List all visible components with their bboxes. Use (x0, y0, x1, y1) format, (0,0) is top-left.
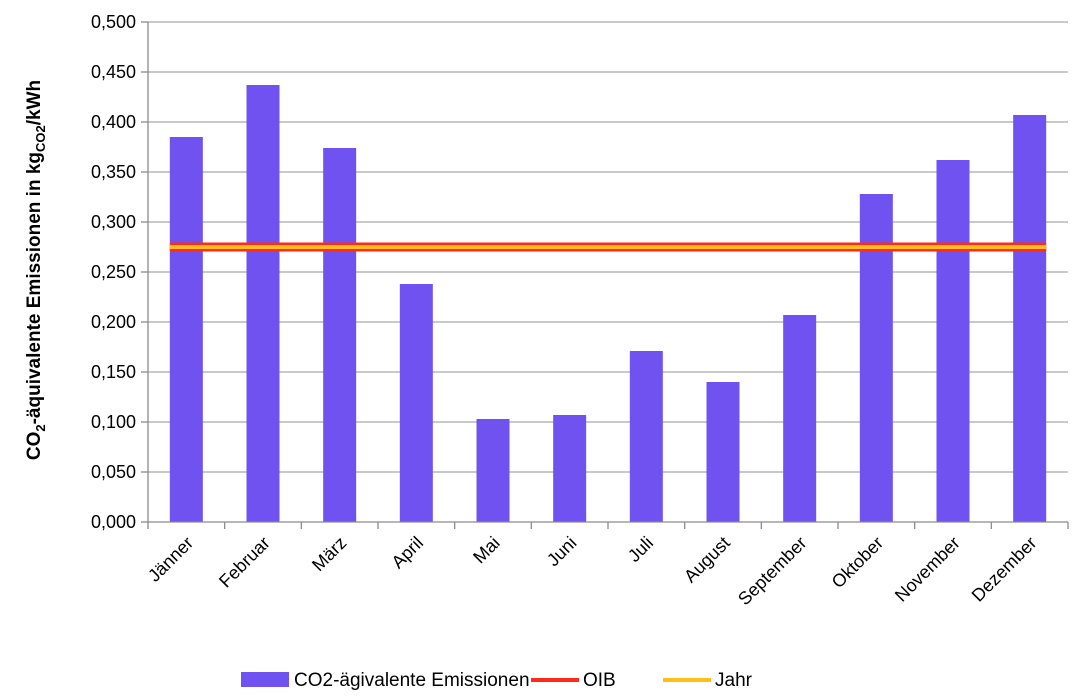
legend-label: OIB (583, 670, 616, 691)
x-tick-labels: Jänner Februar März April Mai Juni Juli August S… (144, 533, 1040, 609)
x-tick-label: November (891, 533, 964, 606)
legend-swatch-bar (241, 672, 289, 687)
y-tick-label: 0,400 (91, 112, 136, 132)
bar-juni (553, 415, 587, 522)
y-tick-label: 0,050 (91, 462, 136, 482)
bars (169, 85, 1047, 522)
x-tick-label: September (734, 533, 810, 609)
bar-august (706, 382, 740, 522)
y-tick-labels: 0,000 0,050 0,100 0,150 0,200 0,250 0,300 0,350… (91, 12, 136, 532)
x-tick-label: März (308, 533, 350, 575)
bar-jänner (169, 137, 203, 522)
x-tick-label: Mai (469, 533, 504, 568)
x-tick-label: Oktober (828, 533, 887, 592)
x-tick-label: Jänner (144, 533, 197, 586)
x-tick-label: Dezember (968, 533, 1041, 606)
y-tick-label: 0,300 (91, 212, 136, 232)
bar-februar (246, 85, 280, 522)
y-tick-label: 0,000 (91, 512, 136, 532)
x-tick-label: Februar (215, 533, 274, 592)
bar-juli (629, 351, 663, 522)
x-tick-label: August (680, 533, 734, 587)
y-tick-label: 0,150 (91, 362, 136, 382)
y-tick-label: 0,350 (91, 162, 136, 182)
bar-september (783, 315, 817, 522)
legend-label: Jahr (715, 670, 753, 691)
bar-april (399, 284, 433, 522)
y-axis-label: CO2-äquivalente Emissionen in kgCO2/kWh (24, 80, 48, 460)
x-tick-label: Juli (624, 533, 657, 566)
legend-label: CO2-ägivalente Emissionen (294, 670, 530, 691)
y-tick-label: 0,200 (91, 312, 136, 332)
x-tick-label: April (388, 533, 428, 573)
y-tick-label: 0,100 (91, 412, 136, 432)
x-tick-label: Juni (543, 533, 580, 570)
legend: CO2-ägivalente Emissionen OIB Jahr (241, 670, 753, 691)
y-tick-label: 0,450 (91, 62, 136, 82)
axes (147, 22, 1069, 529)
bar-mai (476, 419, 510, 522)
bar-märz (323, 148, 357, 522)
bar-november (936, 160, 970, 522)
gridlines (141, 21, 1068, 523)
bar-dezember (1013, 115, 1047, 522)
y-tick-label: 0,500 (91, 12, 136, 32)
y-tick-label: 0,250 (91, 262, 136, 282)
